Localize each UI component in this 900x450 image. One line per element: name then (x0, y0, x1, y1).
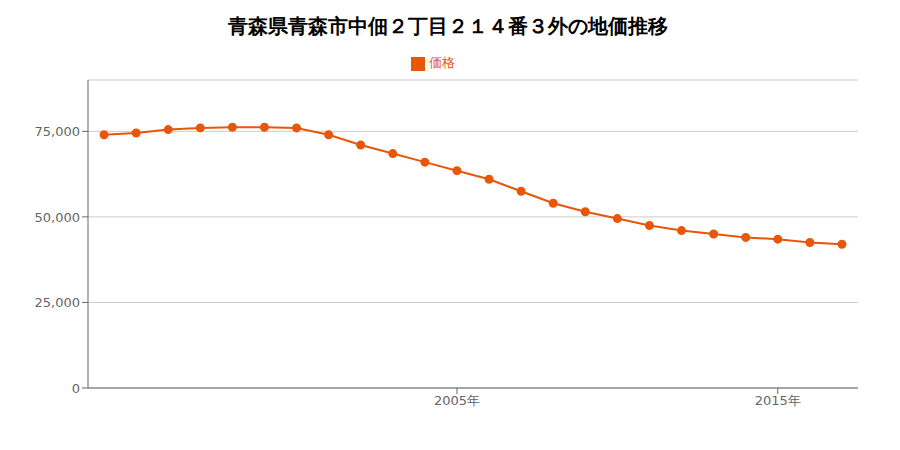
svg-text:25,000: 25,000 (35, 295, 81, 310)
svg-text:75,000: 75,000 (35, 124, 81, 139)
html-text:価格: 価格 (429, 55, 455, 70)
html-text:青森県青森市中佃２丁目２１４番３外の地価推移: 青森県青森市中佃２丁目２１４番３外の地価推移 (228, 14, 668, 38)
svg-text:2005年: 2005年 (434, 393, 480, 408)
svg-text:50,000: 50,000 (35, 210, 81, 225)
svg-text:0: 0 (72, 381, 80, 396)
svg-text:2015年: 2015年 (755, 393, 801, 408)
